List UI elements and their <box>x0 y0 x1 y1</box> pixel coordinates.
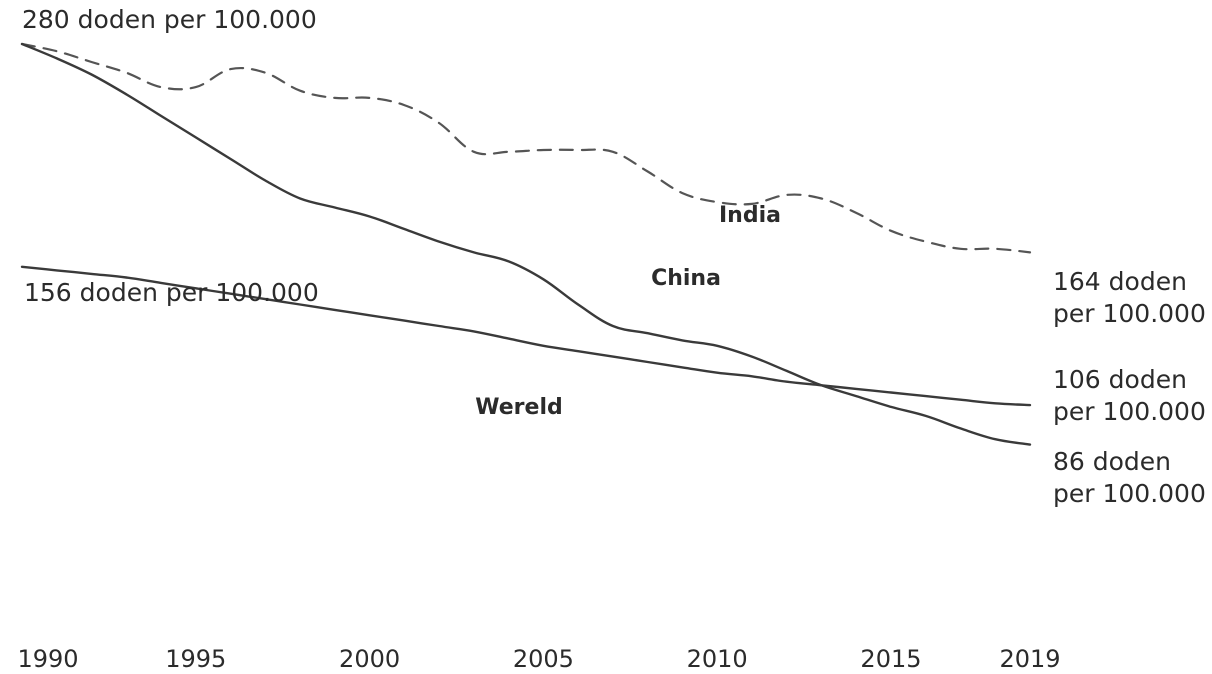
x-tick-label-2019: 2019 <box>999 645 1060 673</box>
annotation-line: per 100.000 <box>1053 479 1206 508</box>
series-label-china: China <box>651 266 721 291</box>
annotation-line: per 100.000 <box>1053 397 1206 426</box>
annotation-line: 86 doden <box>1053 447 1171 476</box>
series-labels: India China Wereld <box>475 203 781 420</box>
annotation-line: 164 doden <box>1053 267 1187 296</box>
annotation-line: per 100.000 <box>1053 299 1206 328</box>
annotation-start-wereld: 156 doden per 100.000 <box>24 278 319 307</box>
annotation-line: 156 doden per 100.000 <box>24 278 319 307</box>
annotation-end-china: 106 doden per 100.000 <box>1053 365 1206 426</box>
series-line-india <box>20 42 1032 254</box>
x-tick-label-2000: 2000 <box>339 645 400 673</box>
x-tick-label-1990: 1990 <box>17 645 78 673</box>
x-tick-label-1995: 1995 <box>165 645 226 673</box>
annotation-end-wereld: 86 doden per 100.000 <box>1053 447 1206 508</box>
x-tick-label-2005: 2005 <box>513 645 574 673</box>
series-label-india: India <box>719 203 781 228</box>
series-label-wereld: Wereld <box>475 395 562 420</box>
annotation-end-india: 164 doden per 100.000 <box>1053 267 1206 328</box>
x-tick-label-2010: 2010 <box>687 645 748 673</box>
series-line-wereld <box>20 265 1032 407</box>
annotation-line: 106 doden <box>1053 365 1187 394</box>
annotation-line: 280 doden per 100.000 <box>22 5 317 34</box>
annotation-start-china-india: 280 doden per 100.000 <box>22 5 317 34</box>
series-lines <box>20 42 1032 446</box>
series-line-china <box>20 42 1032 446</box>
x-axis-ticks: 1990 1995 2000 2005 2010 2015 2019 <box>17 645 1060 673</box>
x-tick-label-2015: 2015 <box>860 645 921 673</box>
annotations: 280 doden per 100.000 156 doden per 100.0… <box>22 5 1206 508</box>
